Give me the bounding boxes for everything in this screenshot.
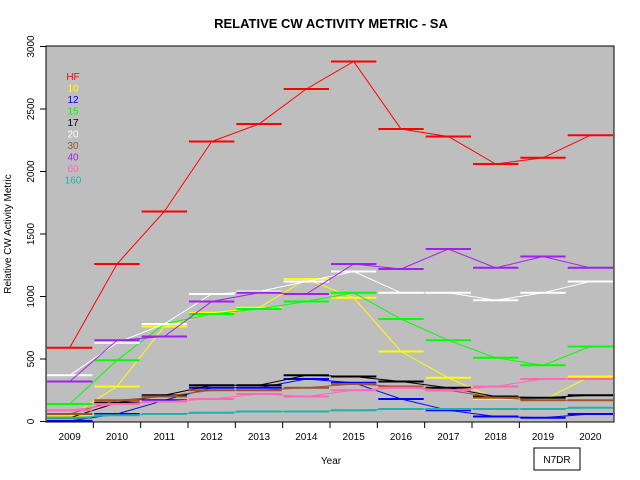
chart-title: RELATIVE CW ACTIVITY METRIC - SA bbox=[214, 16, 448, 31]
y-tick-label-2000: 2000 bbox=[26, 160, 37, 183]
legend-item-60: 60 bbox=[67, 164, 79, 175]
annotation-box bbox=[533, 447, 581, 471]
axes-layer: 2009 2010 2011 2012 2013 2014 2015 2016 2017 2018… bbox=[26, 35, 602, 443]
legend-item-HF: HF bbox=[66, 72, 79, 83]
series-HF bbox=[47, 60, 613, 349]
x-tick-label-2013: 2013 bbox=[248, 432, 271, 443]
legend-item-10: 10 bbox=[67, 84, 79, 95]
legend-item-12: 12 bbox=[67, 95, 79, 106]
plot-background bbox=[45, 45, 615, 423]
y-tick-label-500: 500 bbox=[26, 350, 37, 367]
x-tick-label-2009: 2009 bbox=[59, 432, 82, 443]
y-tick-label-0: 0 bbox=[26, 418, 37, 424]
series-line-20 bbox=[69, 270, 591, 376]
annotation-text: N7DR bbox=[543, 455, 570, 466]
legend-item-40: 40 bbox=[67, 153, 79, 164]
series-line-HF bbox=[69, 60, 591, 349]
y-tick-label-2500: 2500 bbox=[26, 97, 37, 120]
series-line-15 bbox=[69, 292, 591, 405]
x-tick-label-2019: 2019 bbox=[532, 432, 555, 443]
data-layer bbox=[47, 60, 613, 422]
x-tick-label-2010: 2010 bbox=[106, 432, 129, 443]
x-tick-label-2012: 2012 bbox=[201, 432, 224, 443]
legend-item-30: 30 bbox=[67, 141, 79, 152]
x-tick-label-2018: 2018 bbox=[485, 432, 508, 443]
x-tick-label-2016: 2016 bbox=[390, 432, 413, 443]
series-40 bbox=[47, 248, 613, 383]
legend-item-17: 17 bbox=[67, 118, 79, 129]
x-axis-label: Year bbox=[321, 456, 342, 467]
x-tick-label-2015: 2015 bbox=[343, 432, 366, 443]
legend-item-15: 15 bbox=[67, 107, 79, 118]
y-axis-label: Relative CW Activity Metric bbox=[3, 174, 14, 293]
series-60 bbox=[47, 378, 613, 412]
x-tick-label-2017: 2017 bbox=[437, 432, 460, 443]
series-12 bbox=[47, 378, 613, 422]
series-20 bbox=[47, 270, 613, 377]
y-tick-label-1500: 1500 bbox=[26, 222, 37, 245]
y-tick-label-3000: 3000 bbox=[26, 35, 37, 58]
series-160 bbox=[47, 406, 613, 419]
legend-item-20: 20 bbox=[67, 130, 79, 141]
x-tick-label-2020: 2020 bbox=[579, 432, 602, 443]
y-tick-label-1000: 1000 bbox=[26, 285, 37, 308]
legend-item-160: 160 bbox=[65, 176, 82, 187]
x-tick-label-2014: 2014 bbox=[295, 432, 318, 443]
x-tick-label-2011: 2011 bbox=[154, 432, 176, 443]
